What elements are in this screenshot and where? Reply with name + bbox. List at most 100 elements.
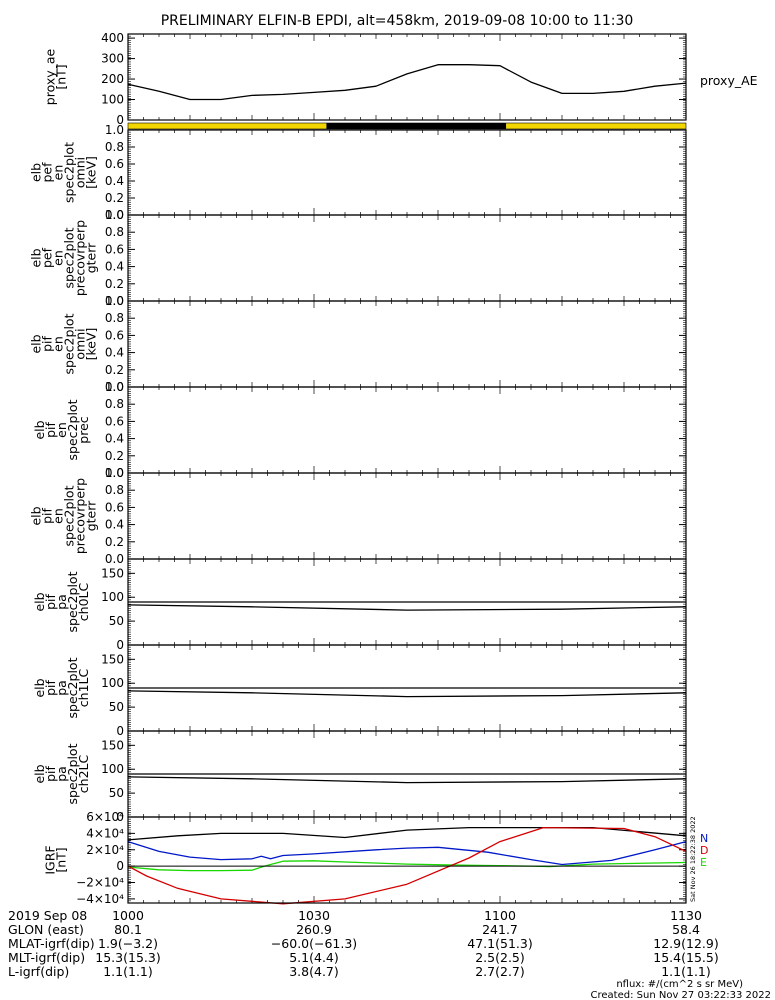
y-axis-label-line: pif (40, 507, 55, 523)
y-tick-label: 0.8 (105, 483, 124, 497)
y-tick-label: 0.6 (105, 328, 124, 342)
y-tick-label: 0.0 (105, 294, 124, 308)
orbit-row-label: MLT-igrf(dip) (8, 950, 85, 965)
y-axis-label-line: pa (54, 766, 69, 782)
y-axis-label-line: omni (73, 157, 88, 188)
y-tick-label: 0.6 (105, 242, 124, 256)
panel-frame (127, 33, 687, 121)
orbit-row-value: 15.4(15.5) (653, 950, 718, 965)
y-tick-label: 0 (116, 113, 124, 127)
y-axis-label-line: pif (40, 335, 55, 351)
y-axis-label-line: [keV] (84, 156, 99, 189)
panel-frame (127, 386, 687, 474)
y-axis-label-line: elb (32, 420, 47, 439)
y-tick-label: −4×10⁴ (76, 892, 124, 906)
y-axis-label-line: pef (40, 162, 55, 183)
y-tick-label: 0.0 (105, 466, 124, 480)
y-axis-label-line: elb (29, 248, 44, 267)
page-title: PRELIMINARY ELFIN-B EPDI, alt=458km, 201… (161, 13, 634, 29)
y-tick-label: 0.2 (105, 363, 124, 377)
y-tick-label: 0 (116, 638, 124, 652)
y-tick-label: 100 (101, 762, 124, 776)
y-tick-label: 4×10⁴ (86, 826, 124, 840)
y-tick-label: 0.0 (105, 552, 124, 566)
y-axis-label-line: en (54, 422, 69, 438)
y-tick-label: 0.8 (105, 397, 124, 411)
y-axis-label-line: en (51, 508, 66, 524)
y-axis-label-line: pif (43, 421, 58, 437)
y-tick-label: 1.0 (105, 466, 124, 480)
panel-frame (127, 472, 687, 560)
y-axis-label-line: gterr (84, 242, 99, 273)
y-tick-label: 0.2 (105, 191, 124, 205)
panel-elb_pif_en_spec2plot_prec: 1.0 0.8 0.6 0.4 0.2 0.0 elbpifenspec2plotprec (32, 380, 687, 480)
y-axis-label-line: elb (32, 592, 47, 611)
y-axis-label: elbpifenspec2plotprec (32, 399, 91, 460)
y-tick-label: 400 (101, 31, 124, 45)
y-tick-label: 1.0 (105, 294, 124, 308)
y-tick-label: 100 (101, 590, 124, 604)
sunlight-segment-shadow (326, 123, 507, 129)
y-tick-label: 0.6 (105, 157, 124, 171)
y-tick-label: 0.8 (105, 225, 124, 239)
panel-elb_pif_pa_spec2plot_ch1LC: 150 100 50 0 elbpifpaspec2plotch1LC (32, 644, 687, 738)
y-axis-label-line: pif (43, 765, 58, 781)
y-tick-label: 2×10⁴ (86, 843, 124, 857)
y-axis-label-line: spec2plot (65, 399, 80, 460)
y-tick-label: 0.2 (105, 449, 124, 463)
nflux-units: nflux: #/(cm^2 s sr MeV) (616, 979, 743, 990)
y-tick-label: 0 (116, 810, 124, 824)
y-axis-label-line: spec2plot (62, 142, 77, 203)
y-axis-label-line: precovrperp (73, 478, 88, 554)
legend-proxy-ae: proxy_AE (700, 73, 758, 88)
y-axis-label-line: spec2plot (62, 485, 77, 546)
panel-elb_pif_en_spec2plot_omni: 1.0 0.8 0.6 0.4 0.2 0.0 elbpifenspec2plotomni[… (29, 294, 687, 394)
series-line-line (127, 690, 687, 698)
series-line-N (127, 826, 687, 841)
orbit-row-label: L-igrf(dip) (8, 964, 69, 979)
series-line-proxy_AE (127, 64, 687, 101)
y-tick-label: 0.8 (105, 140, 124, 154)
y-axis-label-line: elb (32, 678, 47, 697)
orbit-row-label: GLON (east) (8, 922, 84, 937)
orbit-row-value: 2.5(2.5) (475, 950, 525, 965)
orbit-row-value: −60.0(−61.3) (271, 936, 357, 951)
sunlight-segment-sunlit (128, 123, 327, 129)
y-tick-label: 50 (109, 700, 124, 714)
x-tick-label: 1030 (298, 908, 330, 923)
series-line-D (127, 840, 687, 866)
orbit-row-value: 47.1(51.3) (467, 936, 532, 951)
y-axis-label: elbpifenspec2plotomni[keV] (29, 313, 99, 374)
series-line-line (127, 826, 687, 905)
orbit-row-value: 1.9(−3.2) (98, 936, 158, 951)
y-axis-label-line: spec2plot (65, 571, 80, 632)
y-axis-label-line: spec2plot (62, 227, 77, 288)
orbit-row-value: 2.7(2.7) (475, 964, 525, 979)
y-axis-label-line: pif (43, 679, 58, 695)
y-axis-label-line: elb (29, 506, 44, 525)
date-label: 2019 Sep 08 (8, 908, 87, 923)
y-axis-label-line: proxy_ae (43, 48, 58, 105)
y-axis-label-line: precovrperp (73, 220, 88, 296)
panel-frame (127, 129, 687, 216)
y-axis-label-line: spec2plot (62, 313, 77, 374)
y-axis-label: elbpifpaspec2plotch0LC (32, 571, 91, 632)
y-axis-label-line: elb (29, 334, 44, 353)
y-axis-label: IGRF[nT] (43, 845, 69, 874)
y-tick-label: 0.6 (105, 414, 124, 428)
x-tick-label: 1000 (112, 908, 144, 923)
y-axis-label-line: en (51, 165, 66, 181)
x-tick-label: 1100 (484, 908, 516, 923)
y-axis-label: elbpifenspec2plotprecovrperpgterr (29, 478, 99, 554)
y-axis-label: elbpefenspec2plotprecovrperpgterr (29, 220, 99, 296)
y-axis-label-line: IGRF (43, 845, 58, 874)
series-line-line (127, 776, 687, 784)
y-axis-label-line: spec2plot (65, 657, 80, 718)
panel-elb_pif_pa_spec2plot_ch2LC: 150 100 50 0 elbpifpaspec2plotch2LC (32, 730, 687, 824)
y-axis-label-line: elb (29, 163, 44, 182)
x-tick-label: 1130 (670, 908, 702, 923)
orbit-row-value: 12.9(12.9) (653, 936, 718, 951)
y-tick-label: 1.0 (105, 380, 124, 394)
y-axis-label-line: prec (76, 416, 91, 443)
